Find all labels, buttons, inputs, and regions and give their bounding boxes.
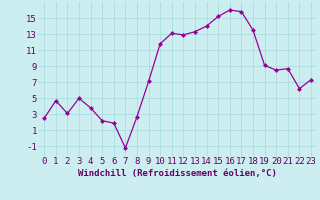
X-axis label: Windchill (Refroidissement éolien,°C): Windchill (Refroidissement éolien,°C) <box>78 169 277 178</box>
